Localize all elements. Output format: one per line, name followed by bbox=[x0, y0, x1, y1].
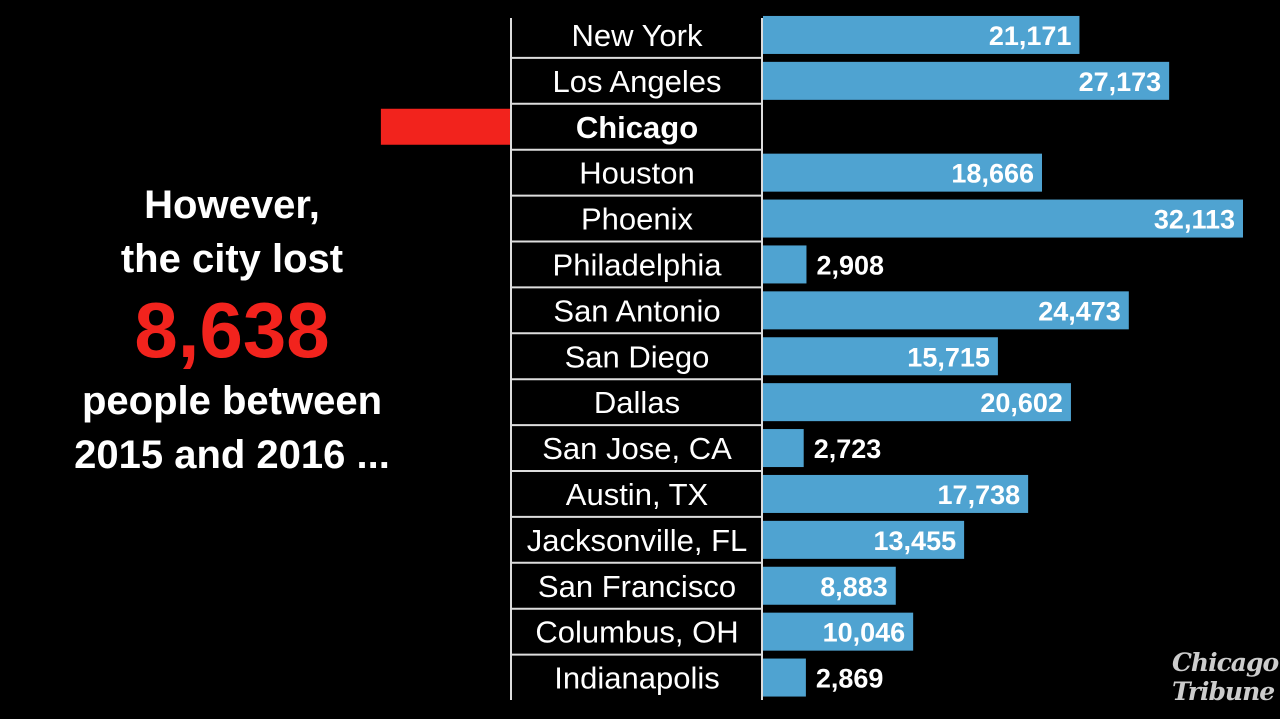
category-label: Dallas bbox=[594, 385, 680, 420]
category-label: San Francisco bbox=[538, 569, 736, 604]
data-label: 2,869 bbox=[816, 664, 884, 694]
data-label: 10,046 bbox=[823, 618, 906, 648]
category-label: San Jose, CA bbox=[542, 431, 732, 466]
data-label: 13,455 bbox=[874, 526, 957, 556]
category-label: San Antonio bbox=[553, 293, 720, 328]
bar bbox=[763, 61, 1170, 100]
bar bbox=[763, 153, 1043, 192]
headline-line2: the city lost bbox=[120, 237, 344, 281]
headline-line3: people between bbox=[81, 379, 383, 423]
category-label: Indianapolis bbox=[554, 661, 719, 696]
category-label: New York bbox=[572, 18, 703, 53]
headline-line1: However, bbox=[144, 183, 320, 227]
headline-number: 8,638 bbox=[134, 286, 330, 374]
data-label: 32,113 bbox=[1154, 205, 1235, 235]
data-label: 2,723 bbox=[814, 434, 882, 464]
category-label: Chicago bbox=[576, 110, 698, 145]
bar bbox=[763, 429, 804, 468]
bar bbox=[763, 245, 807, 284]
data-label: 18,666 bbox=[951, 159, 1034, 189]
data-label: 8,883 bbox=[820, 572, 888, 602]
logo-line2: Tribune bbox=[1172, 677, 1275, 706]
bar bbox=[763, 612, 914, 651]
category-label: Jacksonville, FL bbox=[527, 523, 748, 558]
data-label: 24,473 bbox=[1038, 296, 1121, 326]
bar bbox=[763, 383, 1071, 422]
bar bbox=[763, 199, 1243, 238]
data-label: 27,173 bbox=[1079, 67, 1162, 97]
data-label: 21,171 bbox=[989, 21, 1072, 51]
chicago-tribune-logo: Chicago Tribune bbox=[1172, 648, 1279, 706]
category-label: Phoenix bbox=[581, 202, 694, 237]
bar bbox=[763, 15, 1080, 54]
headline: However, the city lost 8,638 people betw… bbox=[32, 178, 432, 482]
bar bbox=[763, 474, 1029, 513]
category-label: Houston bbox=[579, 156, 694, 191]
data-label: 17,738 bbox=[938, 480, 1021, 510]
category-label: Columbus, OH bbox=[535, 615, 738, 650]
bar bbox=[763, 658, 806, 697]
bar bbox=[763, 566, 896, 605]
bar bbox=[763, 520, 965, 559]
logo-line1: Chicago bbox=[1172, 648, 1279, 677]
headline-line4: 2015 and 2016 ... bbox=[74, 433, 390, 477]
category-label: Austin, TX bbox=[566, 477, 709, 512]
category-label: Los Angeles bbox=[553, 64, 722, 99]
bar bbox=[763, 337, 998, 376]
category-label: Philadelphia bbox=[553, 247, 723, 282]
data-label: 2,908 bbox=[816, 250, 884, 280]
bar-negative bbox=[380, 108, 510, 145]
data-label: 20,602 bbox=[980, 388, 1063, 418]
bar bbox=[763, 291, 1129, 330]
category-label: San Diego bbox=[565, 339, 710, 374]
data-label: 15,715 bbox=[907, 342, 990, 372]
